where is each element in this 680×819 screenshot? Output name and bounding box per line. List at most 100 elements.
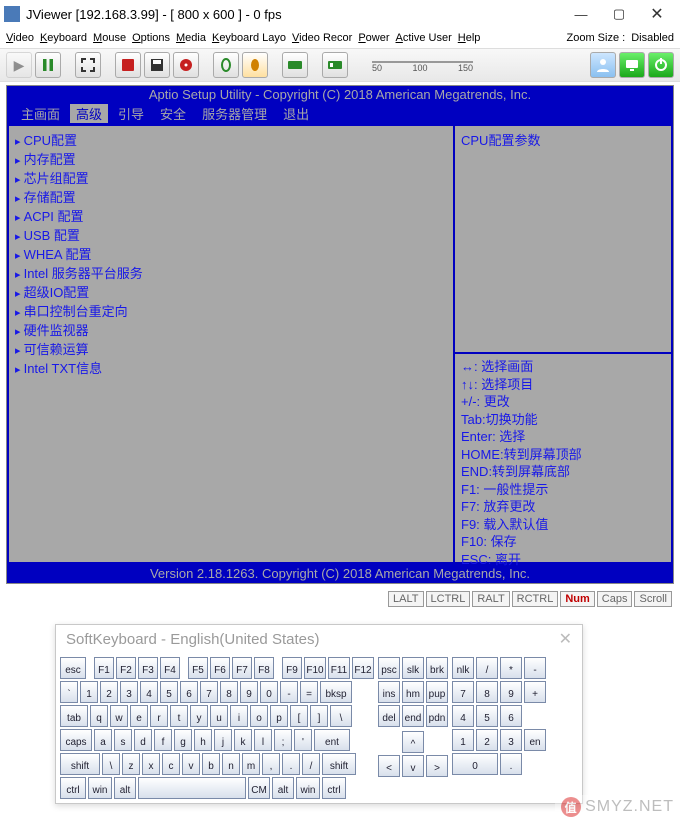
- bios-item-8[interactable]: 超级IO配置: [15, 282, 447, 301]
- key->[interactable]: >: [426, 755, 448, 777]
- softkb-close-button[interactable]: ✕: [559, 629, 572, 649]
- key-1[interactable]: 1: [452, 729, 474, 751]
- minimize-button[interactable]: —: [562, 1, 600, 27]
- bios-item-2[interactable]: 芯片组配置: [15, 168, 447, 187]
- monitor-icon[interactable]: [619, 52, 645, 78]
- key-'[interactable]: ': [294, 729, 312, 751]
- user-icon[interactable]: [590, 52, 616, 78]
- key-^[interactable]: ^: [402, 731, 424, 753]
- key-hm[interactable]: hm: [402, 681, 424, 703]
- fullscreen-icon[interactable]: [75, 52, 101, 78]
- bios-tab-2[interactable]: 引导: [112, 104, 150, 123]
- key-[[interactable]: [: [290, 705, 308, 727]
- key-end[interactable]: end: [402, 705, 424, 727]
- pause-icon[interactable]: [35, 52, 61, 78]
- key-r[interactable]: r: [150, 705, 168, 727]
- key-8[interactable]: 8: [220, 681, 238, 703]
- key-3[interactable]: 3: [500, 729, 522, 751]
- key-alt[interactable]: alt: [272, 777, 294, 799]
- key-<[interactable]: <: [378, 755, 400, 777]
- key-win[interactable]: win: [296, 777, 320, 799]
- key-CM[interactable]: CM: [248, 777, 270, 799]
- bios-item-9[interactable]: 串口控制台重定向: [15, 301, 447, 320]
- key-shift[interactable]: shift: [322, 753, 356, 775]
- key-v[interactable]: v: [402, 755, 424, 777]
- key-F5[interactable]: F5: [188, 657, 208, 679]
- key-F2[interactable]: F2: [116, 657, 136, 679]
- close-button[interactable]: ✕: [638, 1, 676, 27]
- key-m[interactable]: m: [242, 753, 260, 775]
- key-s[interactable]: s: [114, 729, 132, 751]
- key-2[interactable]: 2: [476, 729, 498, 751]
- key-F6[interactable]: F6: [210, 657, 230, 679]
- mouse-sync-icon[interactable]: [213, 52, 239, 78]
- menu-keyboard-layo[interactable]: Keyboard Layo: [212, 32, 286, 44]
- key-*[interactable]: *: [500, 657, 522, 679]
- menu-video-recor[interactable]: Video Recor: [292, 32, 352, 44]
- key-o[interactable]: o: [250, 705, 268, 727]
- key-j[interactable]: j: [214, 729, 232, 751]
- menu-video[interactable]: Video: [6, 32, 34, 44]
- key-0[interactable]: 0: [260, 681, 278, 703]
- bios-tab-1[interactable]: 高级: [70, 104, 108, 123]
- key-4[interactable]: 4: [140, 681, 158, 703]
- key--[interactable]: -: [280, 681, 298, 703]
- key-F10[interactable]: F10: [304, 657, 326, 679]
- key-\[interactable]: \: [102, 753, 120, 775]
- key-caps[interactable]: caps: [60, 729, 92, 751]
- bios-item-11[interactable]: 可信赖运算: [15, 339, 447, 358]
- key-g[interactable]: g: [174, 729, 192, 751]
- key-3[interactable]: 3: [120, 681, 138, 703]
- key-F8[interactable]: F8: [254, 657, 274, 679]
- key-del[interactable]: del: [378, 705, 400, 727]
- key-a[interactable]: a: [94, 729, 112, 751]
- bios-item-6[interactable]: WHEA 配置: [15, 244, 447, 263]
- menu-keyboard[interactable]: Keyboard: [40, 32, 87, 44]
- bios-item-3[interactable]: 存储配置: [15, 187, 447, 206]
- bios-tab-4[interactable]: 服务器管理: [196, 104, 273, 123]
- keyboard-icon[interactable]: [282, 52, 308, 78]
- menu-media[interactable]: Media: [176, 32, 206, 44]
- key-w[interactable]: w: [110, 705, 128, 727]
- key-\[interactable]: \: [330, 705, 352, 727]
- key-ctrl[interactable]: ctrl: [60, 777, 86, 799]
- key-ins[interactable]: ins: [378, 681, 400, 703]
- menu-active-user[interactable]: Active User: [396, 32, 452, 44]
- key-7[interactable]: 7: [200, 681, 218, 703]
- key-/[interactable]: /: [476, 657, 498, 679]
- maximize-button[interactable]: ▢: [600, 1, 638, 27]
- key-1[interactable]: 1: [80, 681, 98, 703]
- key-pup[interactable]: pup: [426, 681, 448, 703]
- key-`[interactable]: `: [60, 681, 78, 703]
- bios-tab-5[interactable]: 退出: [277, 104, 315, 123]
- key-esc[interactable]: esc: [60, 657, 86, 679]
- key-F9[interactable]: F9: [282, 657, 302, 679]
- key-x[interactable]: x: [142, 753, 160, 775]
- menu-power[interactable]: Power: [358, 32, 389, 44]
- key-shift[interactable]: shift: [60, 753, 100, 775]
- save-icon[interactable]: [144, 52, 170, 78]
- key-p[interactable]: p: [270, 705, 288, 727]
- bios-menu[interactable]: CPU配置内存配置芯片组配置存储配置ACPI 配置USB 配置WHEA 配置In…: [7, 124, 453, 564]
- bios-item-1[interactable]: 内存配置: [15, 149, 447, 168]
- key-k[interactable]: k: [234, 729, 252, 751]
- key-d[interactable]: d: [134, 729, 152, 751]
- bios-item-0[interactable]: CPU配置: [15, 130, 447, 149]
- key-0[interactable]: 0: [452, 753, 498, 775]
- key-.[interactable]: .: [282, 753, 300, 775]
- key--[interactable]: -: [524, 657, 546, 679]
- hotkey-icon[interactable]: [322, 52, 348, 78]
- key-F1[interactable]: F1: [94, 657, 114, 679]
- key-F7[interactable]: F7: [232, 657, 252, 679]
- key-8[interactable]: 8: [476, 681, 498, 703]
- key-2[interactable]: 2: [100, 681, 118, 703]
- key-;[interactable]: ;: [274, 729, 292, 751]
- key-tab[interactable]: tab: [60, 705, 88, 727]
- key-bksp[interactable]: bksp: [320, 681, 352, 703]
- key-h[interactable]: h: [194, 729, 212, 751]
- key-nlk[interactable]: nlk: [452, 657, 474, 679]
- mouse-icon[interactable]: [242, 52, 268, 78]
- menu-options[interactable]: Options: [132, 32, 170, 44]
- key-t[interactable]: t: [170, 705, 188, 727]
- key-5[interactable]: 5: [160, 681, 178, 703]
